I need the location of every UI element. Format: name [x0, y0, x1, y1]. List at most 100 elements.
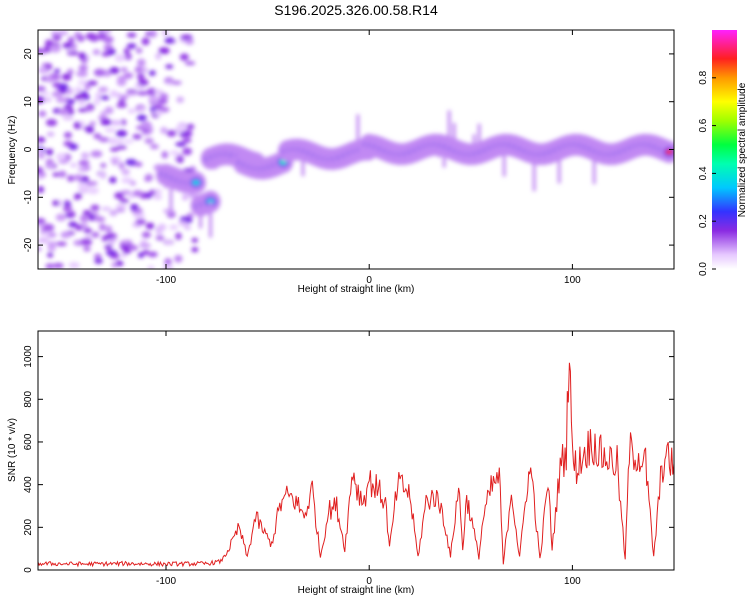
- noise-blob: [84, 165, 91, 171]
- noise-blob: [164, 37, 175, 44]
- noise-blob: [100, 118, 112, 126]
- noise-blob: [90, 150, 103, 158]
- noise-blob: [75, 224, 83, 231]
- noise-blob: [162, 264, 174, 269]
- noise-blob: [39, 232, 50, 237]
- noise-blob: [84, 83, 91, 91]
- noise-blob: [73, 121, 81, 130]
- noise-blob: [126, 91, 137, 96]
- noise-blob: [155, 235, 165, 241]
- noise-blob: [56, 96, 68, 104]
- noise-blob: [181, 193, 189, 201]
- colorbar-tick-label: 0.8: [698, 70, 709, 84]
- noise-blob: [149, 143, 159, 150]
- noise-blob: [38, 136, 46, 143]
- snr-y-label: SNR (10 * v/v): [7, 418, 18, 482]
- noise-blob: [101, 206, 112, 211]
- spectrogram-y-tick-label: 10: [23, 96, 34, 108]
- noise-blob: [136, 58, 146, 67]
- noise-blob: [105, 250, 117, 256]
- noise-blob: [176, 96, 184, 103]
- noise-blob: [38, 95, 45, 104]
- noise-blob: [73, 174, 83, 182]
- noise-blob: [182, 137, 192, 144]
- noise-blob: [56, 241, 67, 247]
- noise-blob: [93, 98, 101, 106]
- noise-blob: [176, 157, 184, 164]
- noise-blob: [94, 253, 102, 260]
- noise-blob: [110, 89, 117, 98]
- noise-blob: [157, 223, 167, 231]
- noise-blob: [104, 106, 114, 115]
- colorbar-label: Normalized spectral amplitude: [737, 82, 748, 217]
- noise-blob: [97, 172, 107, 178]
- noise-blob: [149, 189, 156, 196]
- snr-x-tick-label: 0: [366, 576, 372, 587]
- spectrogram-x-ticks: -100 0 100: [156, 30, 581, 286]
- noise-blob: [175, 141, 187, 147]
- noise-blob: [141, 231, 151, 239]
- noise-blob: [149, 106, 157, 112]
- noise-blob: [146, 88, 157, 96]
- noise-blob: [38, 151, 46, 160]
- noise-blob: [38, 186, 44, 194]
- noise-blob: [97, 115, 108, 120]
- noise-blob: [94, 216, 106, 222]
- noise-blob: [149, 30, 157, 38]
- colorbar-gradient: [712, 30, 737, 269]
- spectrogram-x-label: Height of straight line (km): [298, 284, 415, 295]
- noise-blob: [84, 234, 93, 239]
- noise-blob: [38, 237, 50, 244]
- noise-blob: [110, 119, 120, 126]
- noise-blob: [70, 162, 78, 168]
- noise-blob: [38, 218, 46, 225]
- noise-blob: [119, 94, 129, 100]
- noise-blob: [115, 145, 127, 150]
- snr-y-tick-label: 600: [23, 433, 34, 450]
- noise-blob: [185, 216, 193, 224]
- noise-blob: [67, 36, 75, 44]
- noise-blob: [119, 198, 130, 203]
- spectrogram-y-label: Frequency (Hz): [7, 116, 18, 185]
- noise-blob: [154, 104, 164, 111]
- noise-blob: [58, 108, 70, 116]
- noise-blob: [115, 203, 128, 209]
- noise-blob: [47, 241, 59, 246]
- noise-blob: [100, 163, 107, 168]
- noise-blob: [77, 80, 88, 85]
- noise-blob: [52, 172, 60, 177]
- noise-blob: [68, 221, 78, 228]
- noise-blob: [137, 78, 149, 87]
- noise-blob: [98, 86, 109, 93]
- noise-blob: [45, 148, 54, 156]
- noise-blob: [102, 36, 114, 44]
- noise-blob: [94, 258, 103, 264]
- noise-blob: [70, 51, 79, 56]
- noise-blob: [46, 131, 55, 137]
- snr-x-tick-label: -100: [156, 576, 176, 587]
- signal-core: [665, 149, 674, 155]
- noise-blob: [78, 52, 87, 60]
- noise-blob: [141, 37, 150, 46]
- noise-blob: [160, 126, 168, 134]
- snr-panel: -100 0 100 0 200 400 600 800 1000 Height of str…: [7, 330, 675, 596]
- noise-blob: [104, 244, 113, 250]
- signal-core: [192, 180, 201, 186]
- noise-blob: [166, 80, 174, 86]
- noise-blob: [108, 176, 117, 184]
- noise-blob: [58, 83, 69, 91]
- noise-blob: [126, 32, 137, 38]
- noise-blob: [175, 232, 182, 241]
- colorbar: 0.0 0.2 0.4 0.6 0.8 Normalized spectral ampl…: [698, 30, 748, 276]
- noise-blob: [58, 159, 69, 165]
- noise-blob: [43, 44, 53, 53]
- noise-blob: [55, 93, 63, 98]
- noise-blob: [115, 103, 128, 108]
- noise-blob: [153, 89, 164, 95]
- noise-blob: [106, 48, 116, 56]
- noise-blob: [86, 181, 98, 186]
- noise-blob: [51, 74, 61, 81]
- noise-blob: [76, 70, 88, 78]
- colorbar-ticks: 0.0 0.2 0.4 0.6 0.8: [698, 70, 716, 276]
- spectrogram-y-ticks: -20 -10 0 10 20: [23, 48, 674, 252]
